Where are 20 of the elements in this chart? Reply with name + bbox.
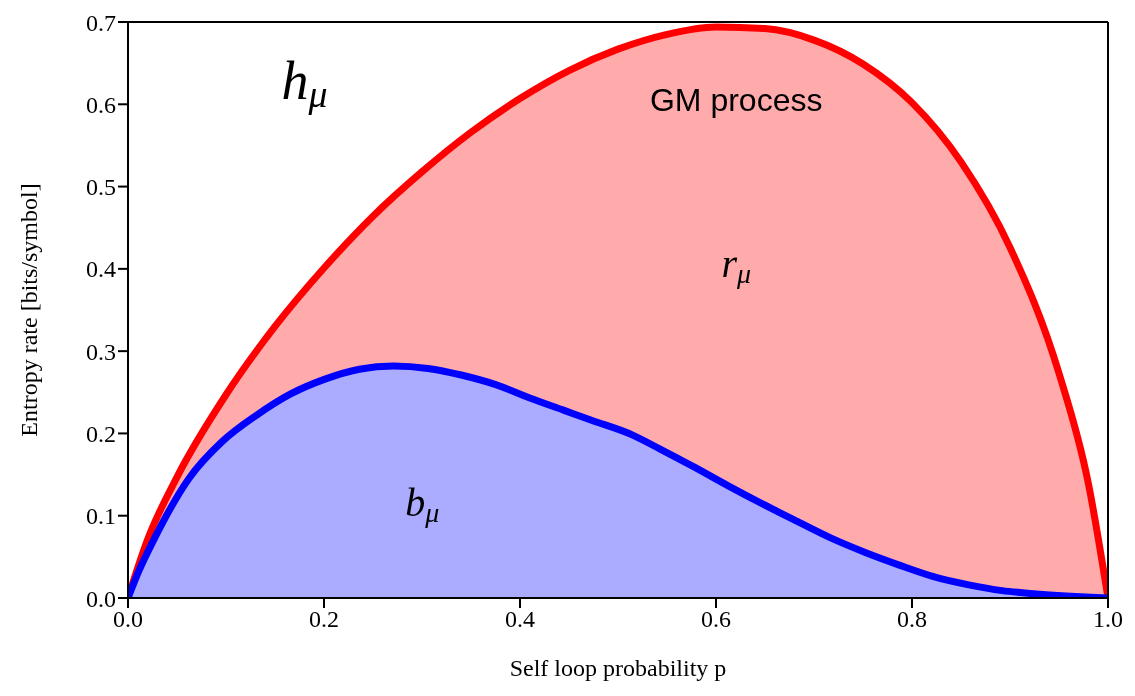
- y-tick-label: 0.3: [86, 338, 116, 365]
- y-tick-label: 0.2: [86, 420, 116, 447]
- x-tick-label: 0.6: [701, 606, 731, 633]
- y-axis-title: Entropy rate [bits/symbol]: [15, 183, 42, 437]
- annotation: h$_{μ}$: [281, 51, 328, 116]
- y-tick-label: 0.4: [86, 256, 116, 283]
- x-tick-label: 0.8: [897, 606, 927, 633]
- annotation: GM process: [649, 82, 823, 119]
- y-tick-label: 0.6: [86, 91, 116, 118]
- annotation: r$_{μ}$: [721, 241, 752, 290]
- x-axis-title: Self loop probability p: [509, 655, 727, 681]
- y-tick-label: 0.5: [86, 174, 116, 201]
- annotation: b$_{μ}$: [405, 480, 440, 529]
- x-tick-label: 1.0: [1093, 606, 1123, 633]
- x-tick-label: 0.2: [309, 606, 339, 633]
- x-tick-label: 0.0: [113, 606, 143, 633]
- y-tick-label: 0.7: [86, 9, 116, 36]
- x-tick-label: 0.4: [505, 606, 535, 633]
- y-tick-label: 0.1: [86, 503, 116, 530]
- y-tick-label: 0.0: [86, 585, 116, 612]
